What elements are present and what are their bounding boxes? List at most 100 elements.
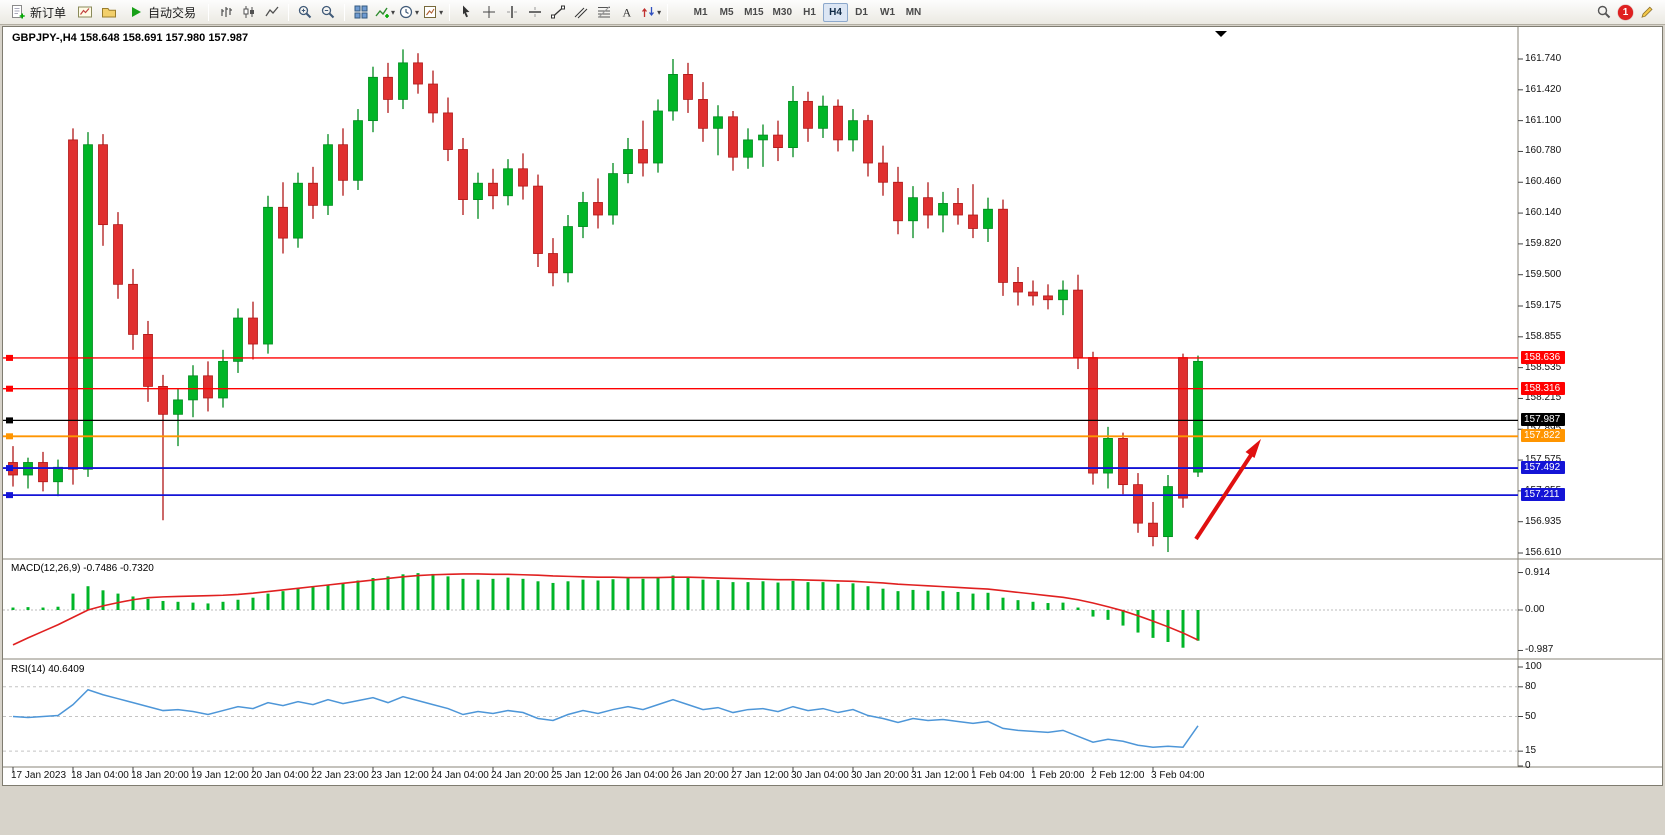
scroll-end-marker — [1215, 31, 1227, 37]
search-button[interactable] — [1593, 2, 1615, 23]
macd-axis-label: -0.987 — [1525, 644, 1554, 656]
time-axis-label: 23 Jan 12:00 — [371, 770, 429, 781]
autotrading-button[interactable]: 自动交易 — [122, 2, 202, 23]
time-axis-label: 3 Feb 04:00 — [1151, 770, 1205, 781]
templates-button[interactable]: ▾ — [421, 2, 444, 23]
autotrading-icon — [128, 4, 144, 20]
macd-axis-label: 0.914 — [1525, 566, 1551, 578]
tile-windows-button[interactable] — [350, 2, 372, 23]
toolbar-tools: ▾ ▾ ▾ A ▾ — [215, 2, 672, 23]
edit-button[interactable] — [1636, 2, 1658, 23]
horizontal-line-icon — [527, 4, 543, 20]
rsi-axis-label: 50 — [1525, 710, 1537, 722]
chart-title: GBPJPY-,H4 158.648 158.691 157.980 157.9… — [12, 32, 249, 44]
zoom-in-icon — [297, 4, 313, 20]
indicators-icon — [374, 4, 390, 20]
channel-button[interactable] — [570, 2, 592, 23]
timeframe-M15[interactable]: M15 — [744, 6, 764, 18]
candlestick-chart-icon — [241, 4, 257, 20]
trend-arrow-annotation[interactable] — [1194, 439, 1261, 541]
timeframe-M5[interactable]: M5 — [719, 6, 734, 18]
price-line-badge: 157.822 — [1521, 429, 1565, 443]
time-axis-label: 24 Jan 20:00 — [491, 770, 549, 781]
fibonacci-button[interactable] — [593, 2, 615, 23]
zoom-in-button[interactable] — [294, 2, 316, 23]
crosshair-button[interactable] — [478, 2, 500, 23]
dropdown-caret-icon: ▾ — [657, 7, 662, 17]
macd-axis-label: 0.00 — [1525, 604, 1545, 615]
dropdown-caret-icon: ▾ — [415, 7, 420, 17]
time-axis-label: 18 Jan 20:00 — [131, 770, 189, 781]
indicators-button[interactable]: ▾ — [373, 2, 396, 23]
cursor-icon — [458, 4, 474, 20]
notification-badge[interactable]: 1 — [1618, 4, 1633, 20]
arrows-button[interactable]: ▾ — [639, 2, 662, 23]
candlestick-chart-button[interactable] — [238, 2, 260, 23]
cursor-button[interactable] — [455, 2, 477, 23]
new-order-icon — [10, 4, 26, 20]
templates-icon — [422, 4, 438, 20]
search-icon — [1596, 4, 1612, 20]
price-axis-label: 158.855 — [1525, 330, 1562, 342]
vertical-line-icon — [504, 4, 520, 20]
trendline-button[interactable] — [547, 2, 569, 23]
time-axis-label: 30 Jan 20:00 — [851, 770, 909, 781]
line-chart-button[interactable] — [261, 2, 283, 23]
toolbar: 新订单 自动交易 ▾ ▾ ▾ A ▾ M1 M5 M15 M30 H1 H4 D1 W1 MN 1 — [0, 0, 1665, 25]
text-button[interactable]: A — [616, 2, 638, 23]
time-axis-label: 31 Jan 12:00 — [911, 770, 969, 781]
price-axis-label: 158.215 — [1525, 392, 1562, 404]
price-axis-label: 159.820 — [1525, 237, 1562, 249]
macd-label: MACD(12,26,9) -0.7486 -0.7320 — [11, 563, 154, 574]
rsi-label: RSI(14) 40.6409 — [11, 664, 85, 675]
chart-canvas[interactable] — [3, 27, 1662, 785]
price-axis-label: 161.100 — [1525, 114, 1562, 126]
price-line-badge: 157.987 — [1521, 413, 1565, 427]
timeframe-M1[interactable]: M1 — [693, 6, 708, 18]
toolbar-right: 1 — [1593, 2, 1661, 23]
periods-button[interactable]: ▾ — [397, 2, 420, 23]
zoom-out-button[interactable] — [317, 2, 339, 23]
time-axis-label: 18 Jan 04:00 — [71, 770, 129, 781]
time-axis-label: 30 Jan 04:00 — [791, 770, 849, 781]
macd-indicator — [3, 573, 1518, 648]
timeframe-H4[interactable]: H4 — [823, 2, 848, 22]
price-axis-label: 157.575 — [1525, 454, 1562, 466]
price-line-badge: 158.316 — [1521, 381, 1565, 395]
channel-icon — [573, 4, 589, 20]
line-chart-icon — [264, 4, 280, 20]
horizontal-level-lines[interactable] — [3, 354, 1518, 499]
price-axis-label: 158.535 — [1525, 361, 1562, 373]
new-order-button[interactable]: 新订单 — [4, 2, 72, 23]
tile-windows-icon — [353, 4, 369, 20]
price-axis-label: 161.420 — [1525, 83, 1562, 95]
price-line-badge: 158.636 — [1521, 350, 1565, 364]
bar-chart-button[interactable] — [215, 2, 237, 23]
rsi-axis-label: 15 — [1525, 745, 1537, 757]
new-chart-icon — [77, 4, 93, 20]
rsi-indicator — [3, 686, 1518, 752]
price-axis-label: 159.175 — [1525, 300, 1562, 311]
timeframe-H1[interactable]: H1 — [803, 6, 816, 18]
new-chart-button[interactable] — [74, 2, 96, 23]
price-axis-label: 160.780 — [1525, 145, 1562, 157]
timeframe-D1[interactable]: D1 — [855, 6, 868, 18]
price-axis-label: 157.895 — [1525, 423, 1561, 434]
timeframe-W1[interactable]: W1 — [880, 6, 895, 18]
toolbar-separator — [288, 3, 290, 21]
crosshair-icon — [481, 4, 497, 20]
timeframe-MN[interactable]: MN — [905, 6, 922, 18]
autotrading-label: 自动交易 — [148, 5, 197, 20]
timeframe-M30[interactable]: M30 — [772, 6, 792, 18]
vertical-line-button[interactable] — [501, 2, 523, 23]
toolbar-separator — [449, 3, 451, 21]
horizontal-line-button[interactable] — [524, 2, 546, 23]
toolbar-separator — [667, 3, 669, 21]
rsi-axis-label: 80 — [1525, 680, 1537, 692]
profiles-button[interactable] — [98, 2, 120, 23]
toolbar-separator — [344, 3, 346, 21]
trendline-icon — [550, 4, 566, 20]
time-axis-label: 27 Jan 12:00 — [731, 770, 789, 781]
candles — [8, 49, 1203, 553]
price-axis-label: 160.460 — [1525, 176, 1562, 188]
